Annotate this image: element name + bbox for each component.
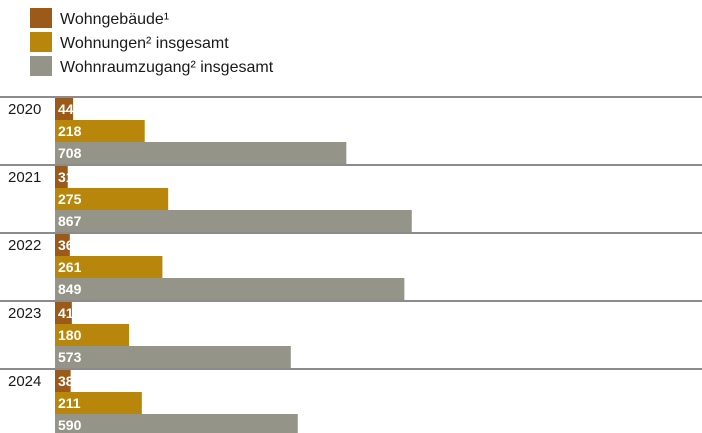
data-label: 180 [58, 327, 82, 343]
bar-2021-series-3 [55, 210, 412, 232]
legend-label-1: Wohngebäude¹ [60, 11, 169, 28]
data-label: 41 [58, 305, 74, 321]
category-label: 2022 [8, 237, 41, 254]
bar-2021-series-1 [55, 166, 68, 188]
legend-swatch-2 [30, 32, 52, 52]
bar-2020-series-3 [55, 142, 347, 164]
data-label: 590 [58, 417, 82, 433]
data-label: 218 [58, 123, 82, 139]
data-label: 275 [58, 191, 82, 207]
category-label: 2021 [8, 169, 41, 186]
bar-2020-series-1 [55, 98, 74, 120]
bar-2024-series-1 [55, 370, 71, 392]
legend-swatch-1 [30, 8, 52, 28]
legend-label-3: Wohnraumzugang² insgesamt [60, 59, 274, 76]
data-label: 867 [58, 213, 82, 229]
bar-group-2022: 2022 36 261 849 [0, 232, 702, 300]
data-label: 708 [58, 145, 82, 161]
legend-swatch-3 [30, 56, 52, 76]
legend: Wohngebäude¹ Wohnungen² insgesamt Wohnraum… [30, 8, 274, 76]
bar-2021-series-2 [55, 188, 169, 210]
bar-2022-series-2 [55, 256, 163, 278]
bar-group-2020: 2020 44 218 708 [0, 96, 702, 164]
bar-2024-series-3 [55, 414, 298, 433]
data-label: 573 [58, 349, 82, 365]
bar-2023-series-1 [55, 302, 72, 324]
data-label: 849 [58, 281, 82, 297]
bar-group-2024: 2024 38 211 590 [0, 368, 702, 433]
data-label: 261 [58, 259, 82, 275]
data-label: 36 [58, 237, 74, 253]
bar-2020-series-2 [55, 120, 145, 142]
bar-2022-series-3 [55, 278, 405, 300]
data-label: 31 [58, 169, 74, 185]
data-label: 38 [58, 373, 74, 389]
bar-group-2023: 2023 41 180 573 [0, 300, 702, 368]
category-label: 2024 [8, 373, 41, 390]
bar-2023-series-3 [55, 346, 291, 368]
data-label: 44 [58, 101, 74, 117]
bar-2023-series-2 [55, 324, 130, 346]
data-label: 211 [58, 395, 81, 411]
legend-label-2: Wohnungen² insgesamt [60, 35, 229, 52]
bar-group-2021: 2021 31 275 867 [0, 164, 702, 232]
bar-2024-series-2 [55, 392, 142, 414]
category-label: 2023 [8, 305, 41, 322]
bar-groups: 2020 44 218 708 2021 31 275 867 2022 36 261 849 2023… [0, 96, 702, 433]
category-label: 2020 [8, 101, 41, 118]
bar-2022-series-1 [55, 234, 70, 256]
